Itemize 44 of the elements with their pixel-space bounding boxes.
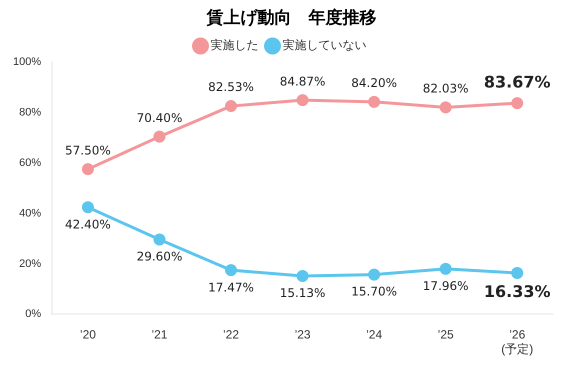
x-tick-label: ’23	[294, 328, 311, 342]
point	[511, 267, 524, 280]
x-tick-label: ’22	[223, 328, 240, 342]
point	[225, 264, 238, 276]
legend-label: 実施していない	[282, 38, 366, 52]
data-label: 15.70%	[351, 284, 397, 299]
y-tick-label: 0%	[25, 308, 42, 320]
data-label: 57.50%	[65, 143, 111, 158]
x-tick-label: ’26 (予定)	[501, 328, 534, 356]
x-tick-label: ’21	[151, 328, 168, 342]
data-label: 83.67%	[484, 72, 551, 92]
point	[153, 234, 166, 246]
data-label: 15.13%	[280, 286, 326, 300]
data-label: 42.40%	[65, 217, 111, 232]
point	[153, 130, 166, 143]
point	[225, 100, 238, 112]
data-label: 17.96%	[422, 279, 469, 294]
x-tick-label: ’20	[80, 328, 96, 342]
point	[296, 270, 309, 282]
data-label: 84.87%	[280, 74, 326, 88]
data-label: 82.03%	[422, 81, 469, 96]
data-label: 16.33%	[484, 282, 551, 302]
chart-title: 賃上げ動向 年度推移	[206, 7, 378, 29]
y-tick-label: 40%	[19, 207, 42, 220]
point	[368, 96, 380, 108]
y-tick-label: 20%	[19, 258, 42, 270]
legend-label: 実施した	[210, 38, 258, 52]
y-tick-label: 80%	[19, 106, 42, 118]
point	[440, 101, 452, 114]
point	[82, 201, 94, 214]
data-label: 70.40%	[136, 110, 182, 125]
data-label: 82.53%	[208, 80, 254, 94]
point	[368, 268, 380, 281]
data-label: 29.60%	[136, 250, 182, 264]
x-tick-label: ’25	[438, 328, 454, 342]
point	[511, 97, 524, 110]
y-tick-label: 100%	[12, 56, 42, 68]
data-label: 84.20%	[351, 76, 397, 90]
point	[296, 94, 309, 106]
point	[82, 163, 94, 176]
x-tick-label: ’24	[366, 328, 382, 342]
y-tick-label: 60%	[19, 156, 42, 169]
point	[440, 262, 452, 275]
data-label: 17.47%	[208, 280, 254, 294]
